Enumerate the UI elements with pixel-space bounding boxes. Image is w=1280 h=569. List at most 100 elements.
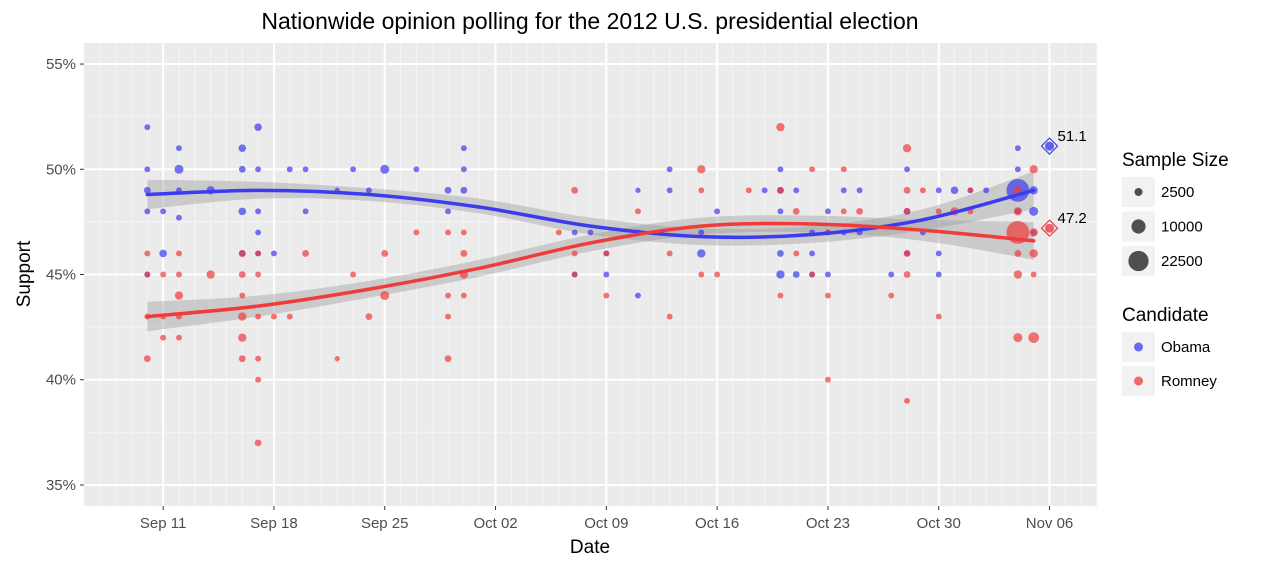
poll-point-romney (1014, 250, 1022, 257)
poll-point-romney (206, 270, 215, 279)
poll-point-romney (238, 312, 247, 321)
poll-point-romney (698, 271, 705, 278)
poll-point-obama (587, 229, 594, 236)
poll-point-romney (1030, 271, 1037, 278)
size-legend-title: Sample Size (1122, 150, 1229, 171)
poll-point-romney (793, 250, 800, 257)
poll-point-obama (238, 165, 246, 173)
poll-point-obama (365, 187, 372, 194)
poll-point-obama (809, 250, 816, 257)
poll-point-obama (144, 166, 151, 173)
poll-point-romney (603, 250, 610, 257)
poll-point-romney (903, 271, 911, 278)
result-diamond-romney (1040, 219, 1059, 238)
poll-point-obama (635, 187, 641, 193)
poll-point-romney (792, 207, 800, 215)
y-tick-label: 40% (46, 372, 76, 389)
end-markers: 51.1 47.2 (1040, 128, 1087, 238)
poll-point-romney (176, 334, 182, 341)
poll-point-obama (793, 187, 800, 194)
result-diamond-obama (1040, 137, 1059, 155)
poll-point-obama (460, 145, 467, 152)
result-label-romney: 47.2 (1058, 210, 1087, 227)
poll-point-romney (334, 356, 340, 362)
poll-point-romney (255, 376, 262, 383)
y-tick-label: 45% (46, 267, 76, 284)
poll-point-obama (824, 271, 831, 278)
x-tick-label: Oct 02 (473, 515, 517, 532)
trend-line-romney (145, 221, 1036, 319)
poll-point-obama (888, 271, 895, 278)
poll-point-romney (144, 250, 151, 257)
poll-point-obama (698, 229, 705, 236)
poll-point-obama (160, 208, 167, 215)
result-label-obama: 51.1 (1058, 128, 1087, 145)
result-point-romney (1045, 223, 1055, 233)
poll-point-romney (238, 333, 247, 342)
poll-point-obama (571, 229, 578, 236)
poll-point-obama (176, 145, 182, 152)
poll-point-romney (888, 292, 895, 299)
poll-point-obama (666, 187, 673, 194)
poll-point-romney (1029, 249, 1038, 258)
poll-point-romney (555, 229, 562, 236)
poll-point-romney (350, 271, 357, 278)
poll-point-romney (238, 355, 246, 363)
color-legend-label: Romney (1161, 373, 1217, 390)
poll-point-obama (603, 271, 610, 278)
poll-point-romney (1028, 332, 1040, 344)
poll-point-obama (935, 271, 942, 278)
poll-point-romney (302, 250, 309, 257)
poll-point-romney (445, 229, 451, 236)
poll-point-romney (445, 313, 451, 320)
poll-point-romney (824, 376, 831, 383)
poll-point-romney (460, 292, 467, 299)
poll-point-romney (571, 250, 578, 257)
poll-point-romney (365, 313, 373, 320)
poll-point-romney (776, 123, 785, 132)
poll-point-obama (174, 164, 184, 174)
poll-point-romney (666, 313, 673, 320)
color-legend-label: Obama (1161, 339, 1211, 356)
y-axis: 35% 40% 45% 50% 55% (46, 56, 84, 494)
poll-point-obama (238, 207, 247, 216)
poll-point-obama (444, 186, 452, 194)
poll-point-romney (1013, 207, 1023, 216)
poll-point-obama (1029, 206, 1039, 216)
poll-point-obama (1014, 145, 1021, 152)
poll-point-romney (745, 187, 752, 194)
poll-point-romney (809, 166, 816, 173)
poll-point-romney (238, 271, 246, 278)
x-tick-label: Oct 23 (806, 515, 850, 532)
poll-point-romney (840, 208, 847, 215)
poll-point-romney (144, 271, 151, 278)
poll-point-romney (444, 355, 452, 363)
poll-point-obama (238, 144, 247, 153)
poll-point-romney (286, 313, 293, 320)
poll-point-obama (1014, 166, 1021, 173)
poll-point-romney (840, 166, 847, 173)
poll-point-romney (777, 292, 784, 299)
poll-point-romney (697, 165, 706, 174)
poll-point-obama (460, 166, 467, 173)
poll-point-romney (160, 334, 167, 341)
poll-point-obama (697, 249, 706, 258)
poll-point-obama (144, 208, 151, 215)
poll-point-romney (902, 144, 912, 153)
poll-point-obama (460, 186, 468, 194)
x-tick-label: Nov 06 (1026, 515, 1074, 532)
poll-point-obama (286, 166, 293, 173)
poll-point-romney (255, 250, 262, 257)
poll-point-obama (270, 250, 277, 257)
poll-point-obama (983, 187, 990, 194)
poll-point-romney (571, 186, 579, 194)
y-axis-title: Support (14, 240, 35, 307)
poll-point-romney (1013, 333, 1023, 343)
x-tick-label: Sep 18 (250, 515, 298, 532)
x-tick-label: Sep 11 (140, 515, 186, 532)
poll-point-romney (255, 271, 262, 278)
size-legend-label: 2500 (1161, 184, 1194, 201)
x-tick-label: Oct 09 (584, 515, 628, 532)
poll-point-romney (935, 208, 942, 215)
